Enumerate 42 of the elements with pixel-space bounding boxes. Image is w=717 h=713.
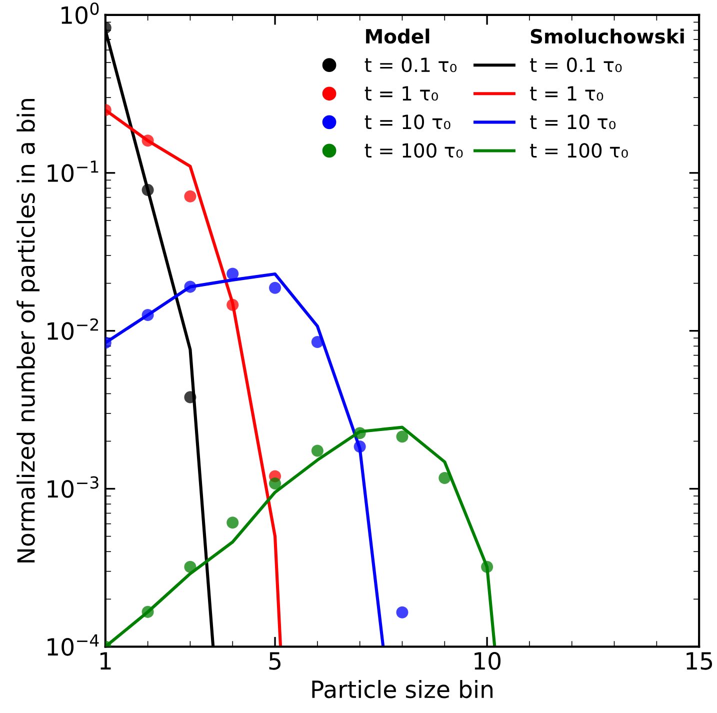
x-tick-label: 10 <box>474 652 500 670</box>
point <box>354 440 366 453</box>
legend-label: t = 1 τ₀ <box>530 86 604 101</box>
annotation: Smoluchowski <box>530 28 684 44</box>
point <box>269 477 282 490</box>
point <box>311 444 324 457</box>
point <box>481 560 494 573</box>
y-tick-label: 10$^{−1}$ <box>48 160 98 182</box>
point <box>184 190 196 202</box>
point <box>311 336 324 348</box>
point <box>184 391 196 404</box>
point <box>396 430 408 443</box>
legend-label: t = 1 τ₀ <box>364 86 438 101</box>
legend-label: t = 0.1 τ₀ <box>364 57 456 72</box>
point <box>142 184 154 196</box>
x-tick-label: 15 <box>686 652 712 670</box>
point <box>226 268 239 280</box>
legend-label: t = 10 τ₀ <box>364 114 450 130</box>
point <box>184 560 196 573</box>
y-tick-label: 10$^{−4}$ <box>48 634 99 656</box>
x-axis-title: Particle size bin <box>312 680 493 698</box>
point <box>269 282 282 294</box>
y-axis-title: Normalized number of particles in a bin <box>16 98 40 562</box>
y-tick-label: 10$^{−2}$ <box>48 318 98 340</box>
point <box>184 280 196 293</box>
legend-label: t = 0.1 τ₀ <box>530 57 622 72</box>
point <box>438 472 451 484</box>
annotation: Model <box>366 28 430 44</box>
y-tick-label: 10$^{0}$ <box>62 2 99 24</box>
point <box>354 427 366 440</box>
point <box>142 134 154 147</box>
x-tick-label: 1 <box>100 652 111 670</box>
legend-label: t = 100 τ₀ <box>530 143 628 158</box>
y-tick-label: 10$^{−3}$ <box>48 476 98 498</box>
point <box>226 516 239 529</box>
point <box>142 308 154 321</box>
point <box>142 606 154 618</box>
legend-label: t = 10 τ₀ <box>530 114 616 130</box>
point <box>396 606 408 618</box>
legend-label: t = 100 τ₀ <box>364 143 463 158</box>
x-tick-label: 5 <box>269 652 280 670</box>
point <box>226 298 239 311</box>
